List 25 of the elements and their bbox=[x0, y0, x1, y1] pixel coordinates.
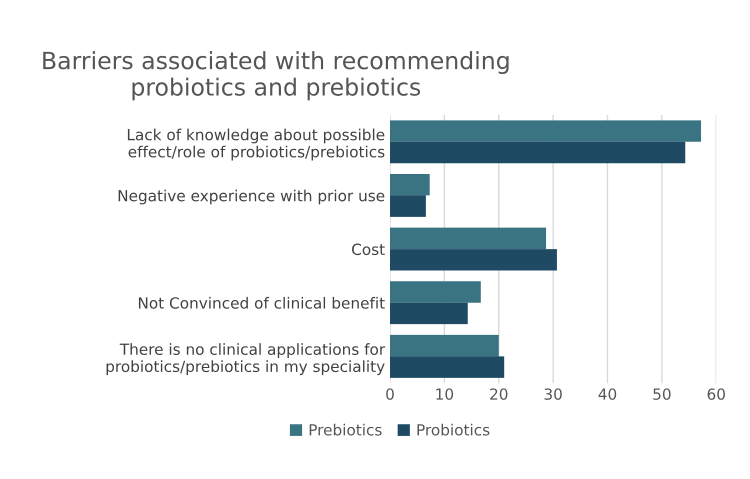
y-tick-label: Not Convinced of clinical benefit bbox=[138, 296, 385, 309]
x-tick-label: 40 bbox=[598, 388, 616, 400]
bar bbox=[390, 228, 546, 250]
y-tick-label: Cost bbox=[352, 244, 385, 256]
bar bbox=[390, 142, 686, 164]
bar bbox=[390, 281, 481, 303]
bar bbox=[390, 356, 504, 378]
y-tick-label: There is no clinical applications for probiotics/prebiotics in my speciality bbox=[106, 343, 386, 376]
x-tick-label: 10 bbox=[436, 388, 454, 400]
bar bbox=[390, 120, 702, 142]
bar bbox=[390, 195, 426, 217]
x-tick-label: 0 bbox=[386, 388, 394, 400]
y-tick-label: Negative experience with prior use bbox=[118, 190, 384, 204]
bar bbox=[390, 249, 557, 271]
bar bbox=[390, 302, 468, 324]
x-tick-label: 60 bbox=[708, 388, 725, 400]
legend-label: Probiotics bbox=[418, 424, 490, 436]
legend-label: Prebiotics bbox=[310, 424, 382, 436]
x-tick-label: 50 bbox=[653, 388, 671, 400]
chart-title: Barriers associated with recommending probiotics and prebiotics bbox=[43, 51, 509, 100]
bar bbox=[390, 334, 499, 356]
y-tick-label: Lack of knowledge about possible effect/role of probiotics/prebiotics bbox=[128, 128, 384, 160]
x-tick-label: 30 bbox=[544, 388, 562, 400]
bar bbox=[390, 174, 430, 196]
x-tick-label: 20 bbox=[490, 388, 508, 400]
